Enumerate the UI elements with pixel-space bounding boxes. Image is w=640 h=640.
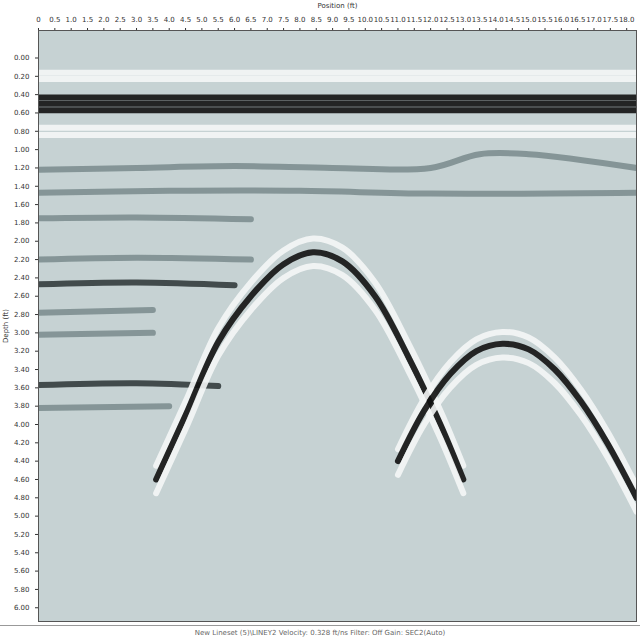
svg-text:1.0: 1.0 [66,16,77,24]
svg-text:3.20: 3.20 [14,347,30,355]
svg-text:3.60: 3.60 [14,384,30,392]
svg-text:4.40: 4.40 [14,457,30,465]
svg-text:1.5: 1.5 [82,16,93,24]
svg-text:7.0: 7.0 [262,16,273,24]
svg-text:15.5: 15.5 [537,16,553,24]
svg-text:4.5: 4.5 [180,16,191,24]
svg-text:14.0: 14.0 [488,16,504,24]
svg-text:2.40: 2.40 [14,274,30,282]
svg-text:5.0: 5.0 [196,16,207,24]
svg-text:11.0: 11.0 [390,16,406,24]
svg-text:4.00: 4.00 [14,421,30,429]
svg-text:2.60: 2.60 [14,292,30,300]
svg-text:13.5: 13.5 [472,16,488,24]
svg-text:12.5: 12.5 [439,16,455,24]
svg-text:1.40: 1.40 [14,183,30,191]
svg-text:3.80: 3.80 [14,402,30,410]
svg-text:7.5: 7.5 [278,16,289,24]
svg-text:17.5: 17.5 [603,16,619,24]
svg-text:0.60: 0.60 [14,109,30,117]
svg-text:10.5: 10.5 [374,16,390,24]
svg-text:2.5: 2.5 [115,16,126,24]
svg-text:4.80: 4.80 [14,494,30,502]
svg-text:0.5: 0.5 [49,16,60,24]
svg-text:16.0: 16.0 [554,16,570,24]
svg-text:Position (ft): Position (ft) [317,2,357,10]
svg-text:18.0: 18.0 [619,16,635,24]
svg-text:1.00: 1.00 [14,146,30,154]
svg-text:4.20: 4.20 [14,439,30,447]
svg-text:6.5: 6.5 [245,16,256,24]
svg-text:4.0: 4.0 [164,16,175,24]
svg-text:15.0: 15.0 [521,16,537,24]
svg-text:3.5: 3.5 [147,16,158,24]
html-text:New Lineset (5)\LINEY2 Velocit: New Lineset (5)\LINEY2 Velocity: 0.328 f… [194,629,446,637]
svg-text:Depth (ft): Depth (ft) [2,309,10,343]
svg-text:3.0: 3.0 [131,16,142,24]
svg-text:6.0: 6.0 [229,16,240,24]
svg-text:3.40: 3.40 [14,366,30,374]
svg-text:12.0: 12.0 [423,16,439,24]
svg-text:0: 0 [36,16,40,24]
svg-text:5.20: 5.20 [14,531,30,539]
svg-text:9.5: 9.5 [343,16,354,24]
svg-text:4.60: 4.60 [14,476,30,484]
svg-text:16.5: 16.5 [570,16,586,24]
svg-text:10.0: 10.0 [357,16,373,24]
svg-text:2.20: 2.20 [14,256,30,264]
svg-text:9.0: 9.0 [327,16,338,24]
svg-text:0.80: 0.80 [14,128,30,136]
svg-text:5.5: 5.5 [213,16,224,24]
svg-text:8.0: 8.0 [294,16,305,24]
svg-text:1.80: 1.80 [14,219,30,227]
svg-text:8.5: 8.5 [311,16,322,24]
svg-text:5.40: 5.40 [14,549,30,557]
svg-text:11.5: 11.5 [406,16,422,24]
svg-text:14.5: 14.5 [505,16,521,24]
svg-text:0.00: 0.00 [14,54,30,62]
svg-text:13.0: 13.0 [456,16,472,24]
svg-text:2.80: 2.80 [14,311,30,319]
svg-text:2.00: 2.00 [14,237,30,245]
svg-text:6.00: 6.00 [14,604,30,612]
svg-text:2.0: 2.0 [98,16,109,24]
svg-text:5.00: 5.00 [14,512,30,520]
svg-text:0.40: 0.40 [14,91,30,99]
svg-text:3.00: 3.00 [14,329,30,337]
svg-text:5.80: 5.80 [14,586,30,594]
svg-text:0.20: 0.20 [14,73,30,81]
svg-text:5.60: 5.60 [14,567,30,575]
svg-text:1.60: 1.60 [14,201,30,209]
svg-text:1.20: 1.20 [14,164,30,172]
svg-text:17.0: 17.0 [586,16,602,24]
